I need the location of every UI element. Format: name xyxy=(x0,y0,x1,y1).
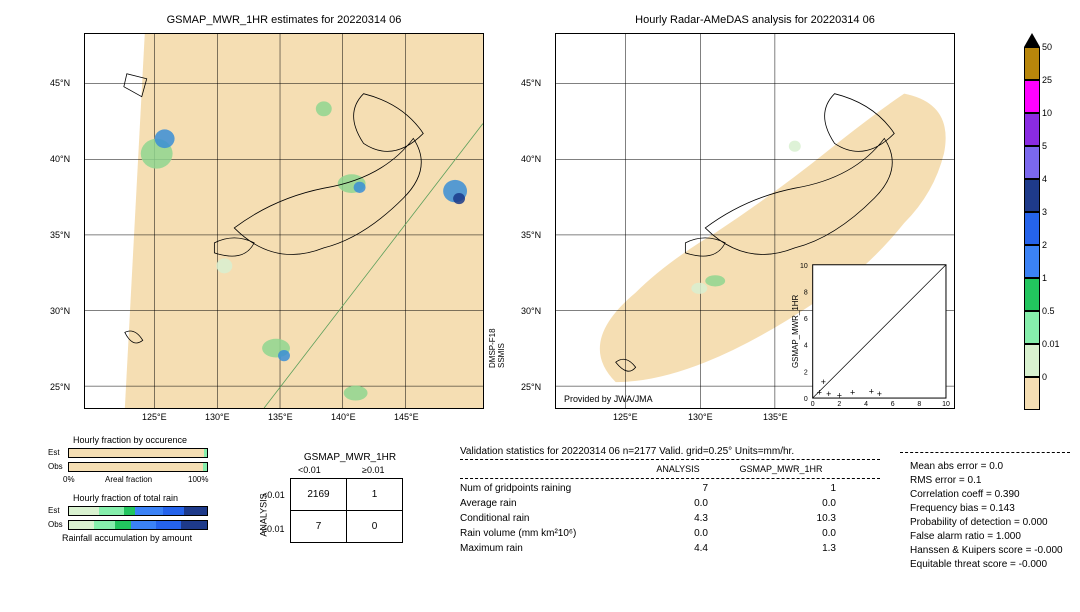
svg-text:2: 2 xyxy=(837,401,841,408)
svg-text:GSMAP_MWR_1HR: GSMAP_MWR_1HR xyxy=(791,295,800,368)
svg-text:+: + xyxy=(821,377,826,387)
ct-00: 2169 xyxy=(291,479,347,511)
svg-text:+: + xyxy=(850,388,855,398)
axis-label: Areal fraction xyxy=(105,475,152,484)
svg-text:+: + xyxy=(826,389,831,399)
svg-text:8: 8 xyxy=(917,401,921,408)
total-title: Hourly fraction of total rain xyxy=(73,493,178,503)
ct-col2: ≥0.01 xyxy=(362,465,384,475)
svg-text:6: 6 xyxy=(891,401,895,408)
contingency-table: 2169 1 7 0 xyxy=(290,478,403,543)
ct-01: 1 xyxy=(347,479,403,511)
satellite-label: DMSP-F18 SSMIS xyxy=(488,328,506,368)
accum-title: Rainfall accumulation by amount xyxy=(62,533,192,543)
obs-label-1: Obs xyxy=(48,462,63,471)
svg-text:Provided by JWA/JMA: Provided by JWA/JMA xyxy=(564,394,653,404)
ct-col1: <0.01 xyxy=(298,465,321,475)
obs-occ-bar xyxy=(68,462,208,472)
obs-label-2: Obs xyxy=(48,520,63,529)
val-col2: GSMAP_MWR_1HR xyxy=(726,464,836,474)
svg-text:8: 8 xyxy=(804,289,808,296)
est-label-1: Est xyxy=(48,448,60,457)
svg-text:0: 0 xyxy=(804,396,808,403)
est-occ-bar xyxy=(68,448,208,458)
colorbar: 502510543210.50.010 xyxy=(1024,33,1040,410)
svg-text:4: 4 xyxy=(804,343,808,350)
svg-text:+: + xyxy=(877,389,882,399)
obs-seg-bar xyxy=(68,520,208,530)
svg-text:4: 4 xyxy=(864,401,868,408)
left-map-title: GSMAP_MWR_1HR estimates for 20220314 06 xyxy=(84,14,484,26)
cb-cap xyxy=(1024,33,1040,47)
axis-100: 100% xyxy=(188,475,208,484)
validation-stats: Validation statistics for 20220314 06 n=… xyxy=(460,446,880,556)
svg-text:0: 0 xyxy=(811,401,815,408)
svg-text:6: 6 xyxy=(804,316,808,323)
ct-10: 7 xyxy=(291,511,347,543)
ct-11: 0 xyxy=(347,511,403,543)
right-map: +++++++ ANALYSIS GSMAP_MWR_1HR 002244668… xyxy=(555,33,955,409)
root: { "titles": { "left_map": "GSMAP_MWR_1HR… xyxy=(0,0,1080,612)
svg-text:+: + xyxy=(869,386,874,396)
est-seg-bar xyxy=(68,506,208,516)
axis-0: 0% xyxy=(63,475,75,484)
svg-text:+: + xyxy=(817,388,822,398)
svg-text:10: 10 xyxy=(800,263,808,270)
svg-text:10: 10 xyxy=(942,401,950,408)
ct-header: GSMAP_MWR_1HR xyxy=(296,452,404,463)
svg-text:+: + xyxy=(837,390,842,400)
metrics-list: Mean abs error = 0.0RMS error = 0.1Corre… xyxy=(910,460,1063,572)
ct-row1: <0.01 xyxy=(262,490,285,500)
ct-row2: ≥0.01 xyxy=(262,524,284,534)
right-map-title: Hourly Radar-AMeDAS analysis for 2022031… xyxy=(555,14,955,26)
left-map xyxy=(84,33,484,409)
est-label-2: Est xyxy=(48,506,60,515)
val-col1: ANALYSIS xyxy=(648,464,708,474)
validation-header: Validation statistics for 20220314 06 n=… xyxy=(460,446,880,457)
svg-text:2: 2 xyxy=(804,369,808,376)
occurrence-title: Hourly fraction by occurence xyxy=(73,435,187,445)
